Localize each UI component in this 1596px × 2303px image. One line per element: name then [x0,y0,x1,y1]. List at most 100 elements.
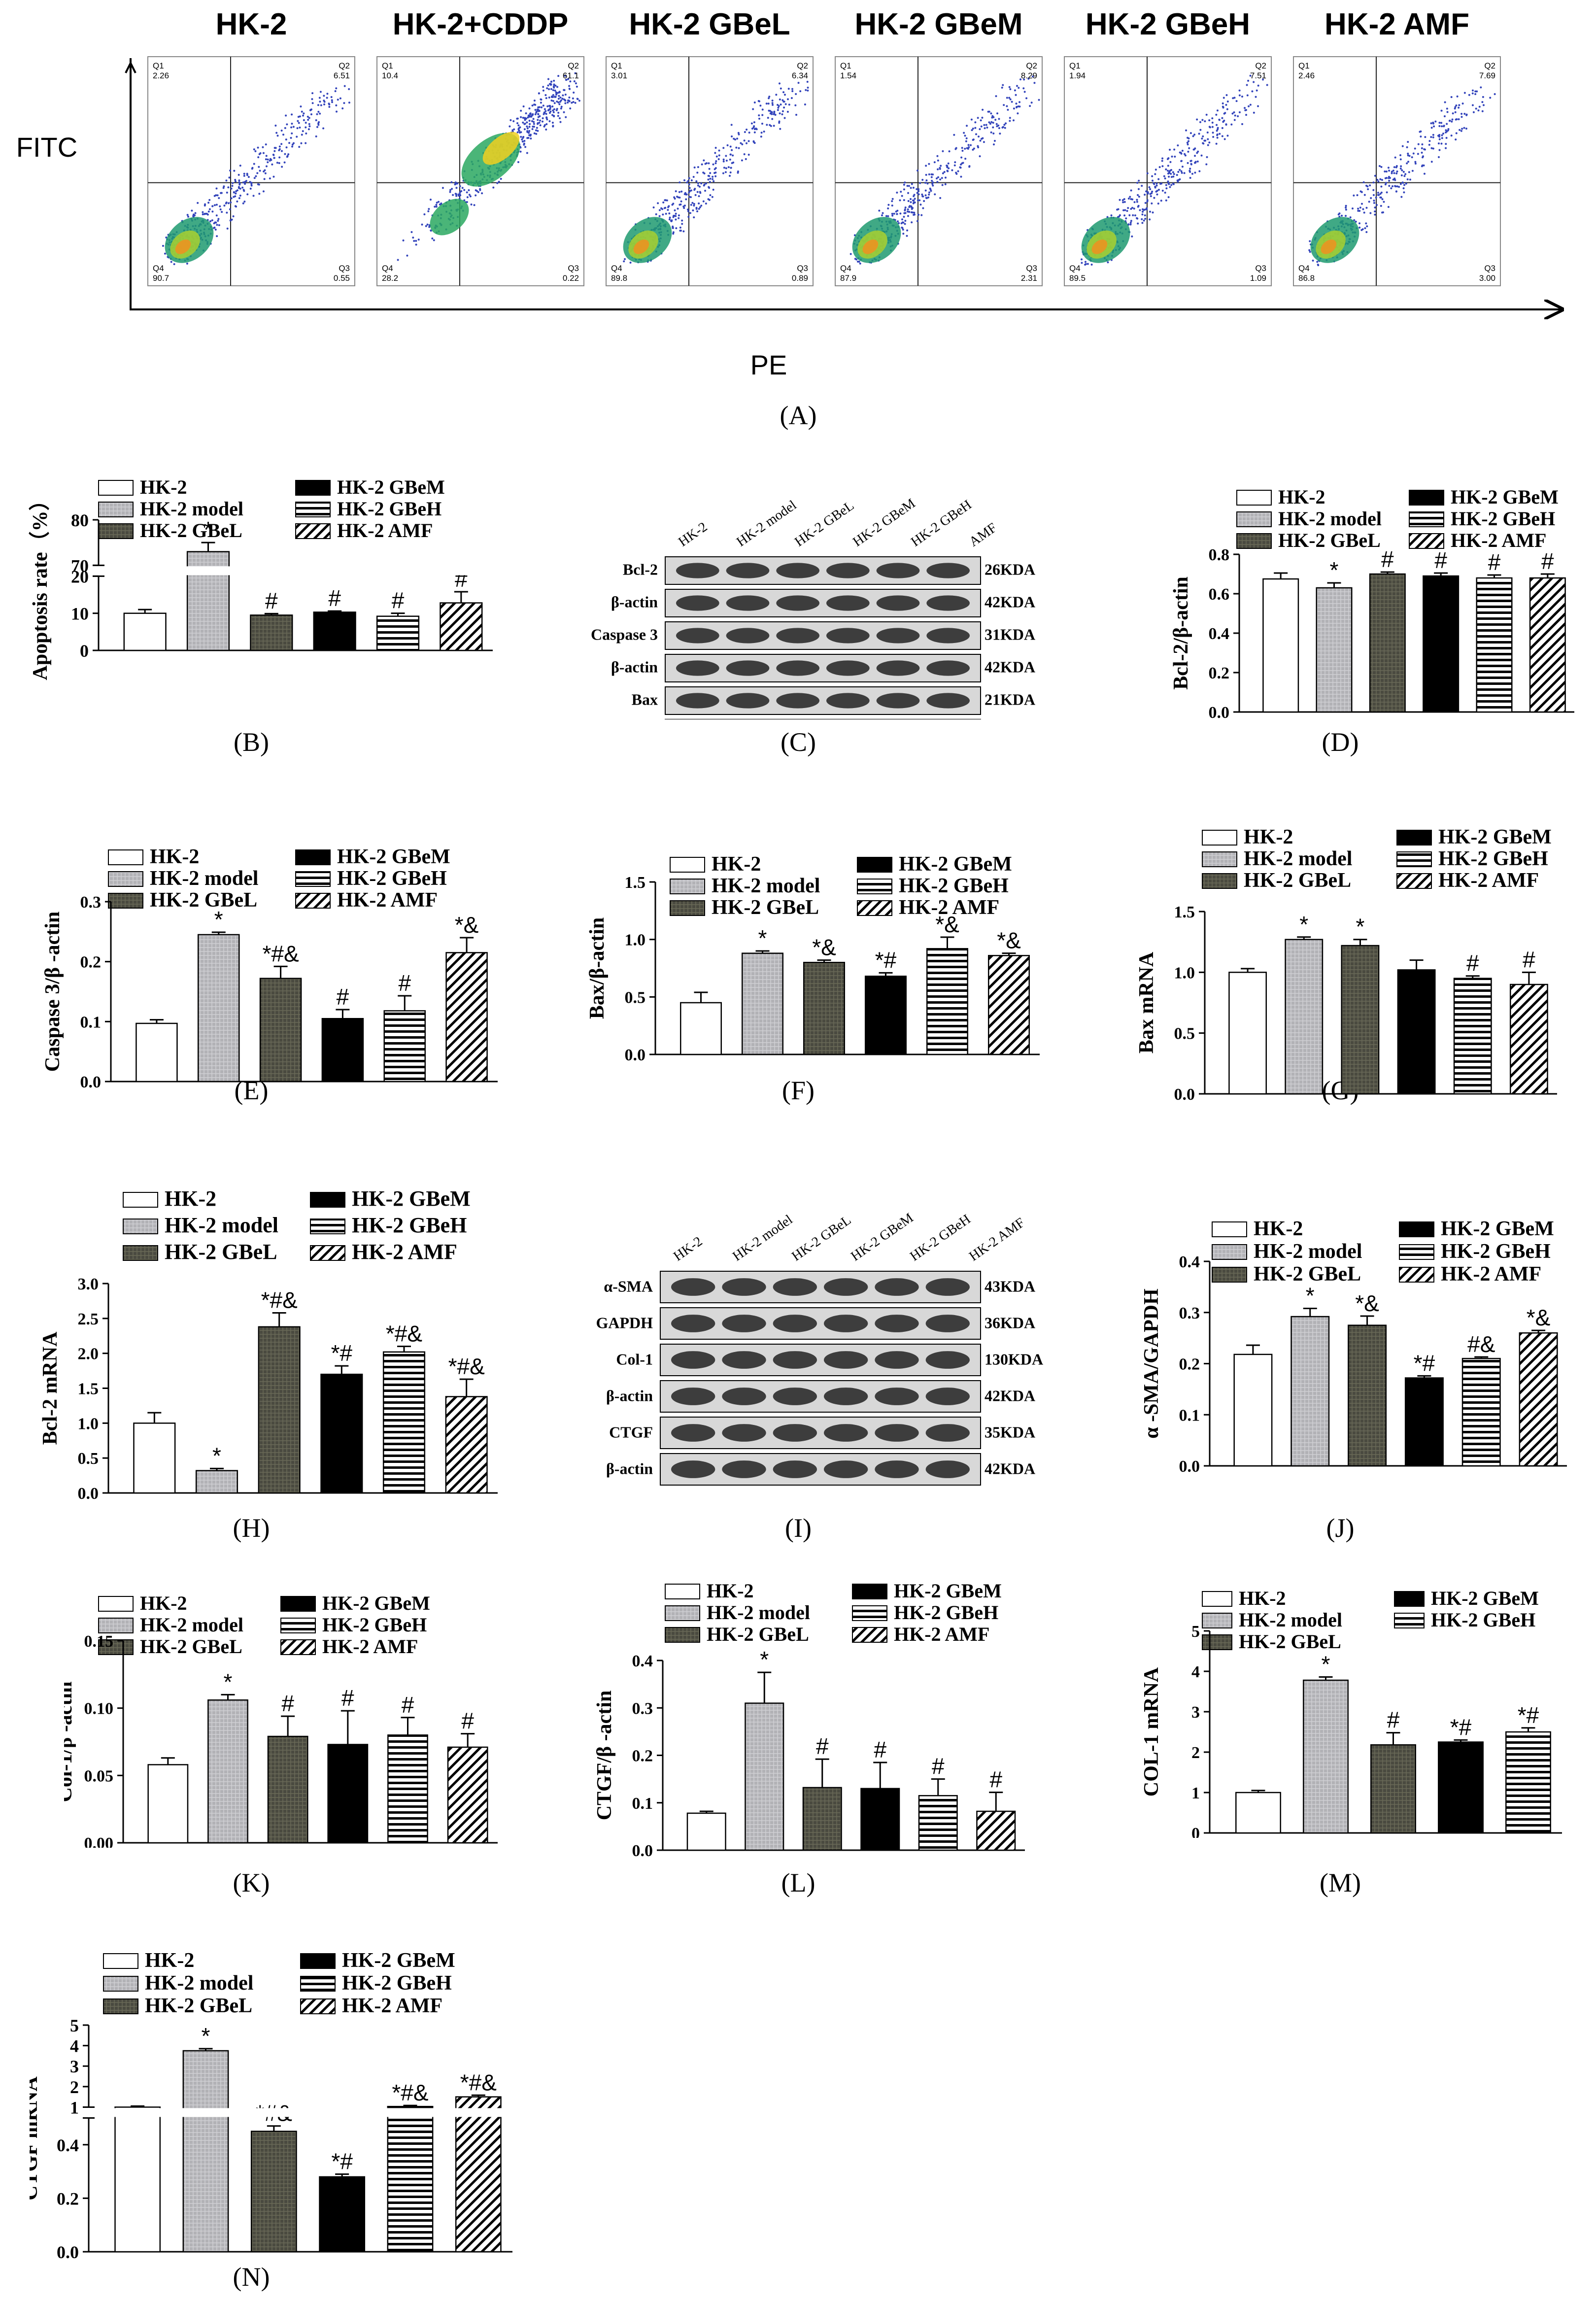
flow-plot-title: HK-2 AMF [1324,7,1469,41]
significance-mark: * [760,1647,769,1672]
blot-band [875,1315,919,1332]
q1-name: Q1 [611,61,622,70]
bar-hk-2-amf [1529,577,1566,713]
legend-label-hk-2-gbel: HK-2 GBeL [1278,529,1381,551]
panel-label-k: (K) [233,1868,270,1897]
panel-label-n: (N) [233,2262,270,2292]
y-tick-label: 0.6 [1209,585,1230,604]
y-tick-label: 1.0 [78,1415,99,1433]
y-tick-label: 3 [70,2057,79,2076]
legend-swatch-hk-2-gbeh [852,1605,887,1621]
y-tick-label: 0.00 [84,1834,114,1848]
legend-label-hk-2-gbeh: HK-2 GBeH [1431,1609,1535,1631]
significance-mark: # [392,588,405,613]
bar-hk-2-gbeh [1505,1731,1551,1834]
legend-label-hk-2-amf: HK-2 AMF [337,519,433,542]
significance-mark: *# [875,947,897,973]
significance-mark: # [1387,1707,1400,1733]
axis-break-gap [90,2108,513,2117]
y-axis-label: CTGF/β -actin [593,1691,616,1821]
y-tick-label: 0 [1191,1825,1200,1838]
bar-hk-2-gbem [1423,575,1460,713]
flow-plot-title: HK-2 GBeL [629,7,790,41]
legend-swatch-hk-2-gbeh [300,1976,336,1992]
y-tick-label: 5 [70,2016,79,2035]
legend-label-hk-2-gbem: HK-2 GBeM [1441,1218,1554,1240]
q4-name: Q4 [1069,264,1081,273]
blot-band [722,1424,766,1442]
legend-label-hk-2-gbel: HK-2 GBeL [707,1623,809,1645]
bar-hk-2-model [745,1702,784,1851]
blot-band [773,1315,817,1332]
y-tick-label: 10 [71,604,89,624]
q3-value: 0.89 [792,273,808,283]
lane-label: HK-2 model [730,1212,795,1264]
y-tick-label: 1.5 [78,1380,99,1398]
y-axis-label: Bcl-2/β-actin [1170,576,1192,690]
bar-hk-2-gbeh [387,2105,434,2253]
significance-mark: # [402,1692,414,1718]
q4-value: 89.8 [611,273,627,283]
blot-band [925,1351,970,1369]
legend-label-hk-2: HK-2 [140,476,187,498]
y-tick-label: 4 [70,2036,79,2056]
blot-band [926,660,970,676]
significance-mark: * [204,517,213,542]
significance-mark: # [874,1737,886,1762]
blot-row-label: GAPDH [596,1314,653,1332]
legend-label-hk-2-amf: HK-2 AMF [1438,869,1539,892]
bar-hk-2-gbem [313,611,356,651]
blot-band [875,1388,919,1405]
legend-label-hk-2: HK-2 [1239,1587,1286,1609]
q4-value: 90.7 [153,273,169,283]
bar-hk-2-gbem [865,976,907,1055]
bar-hk-2-model [197,934,240,1083]
bar-hk-2-amf [445,1396,488,1494]
bar-hk-2-gbem [1438,1741,1484,1834]
legend-swatch-hk-2-gbel [108,893,143,909]
significance-mark: * [1299,912,1308,937]
bar-hk-2-model [207,1699,248,1844]
q4-value: 89.5 [1069,273,1086,283]
significance-mark: * [202,2023,210,2049]
y-axis: 0.0 0.5 1.0 1.5 2.0 2.5 3.0 [78,1275,109,1503]
significance-mark: * [1356,914,1364,940]
flow-plot-title: HK-2 GBeH [1086,7,1250,41]
y-axis-label: Bcl-2 mRNA [39,1331,62,1445]
lane-label: HK-2 GBeH [907,1212,973,1264]
legend-label-hk-2-amf: HK-2 AMF [352,1240,457,1264]
significance-mark: *#& [262,941,299,966]
blot-kda-label: 21KDA [985,690,1035,708]
legend-swatch-hk-2-gbeh [295,502,331,517]
significance-mark: # [816,1733,829,1759]
blot-band [773,1424,817,1442]
y-tick-label: 0.10 [84,1700,114,1718]
legend-label-hk-2-model: HK-2 model [145,1972,253,1995]
legend-swatch-hk-2-amf [280,1639,316,1655]
bar-hk-2-amf [440,602,483,651]
blot-band [875,1460,919,1478]
y-tick-label: 0.5 [625,988,646,1007]
significance-mark: *# [331,1340,353,1366]
legend-label-hk-2-gbem: HK-2 GBeM [337,846,450,868]
legend-label-hk-2-gbem: HK-2 GBeM [1431,1587,1539,1609]
blot-band [671,1278,715,1296]
blot-band [926,595,970,611]
legend-label-hk-2-gbel: HK-2 GBeL [150,889,257,912]
legend-swatch-hk-2 [108,849,143,865]
y-tick-label: 70 [71,556,89,576]
